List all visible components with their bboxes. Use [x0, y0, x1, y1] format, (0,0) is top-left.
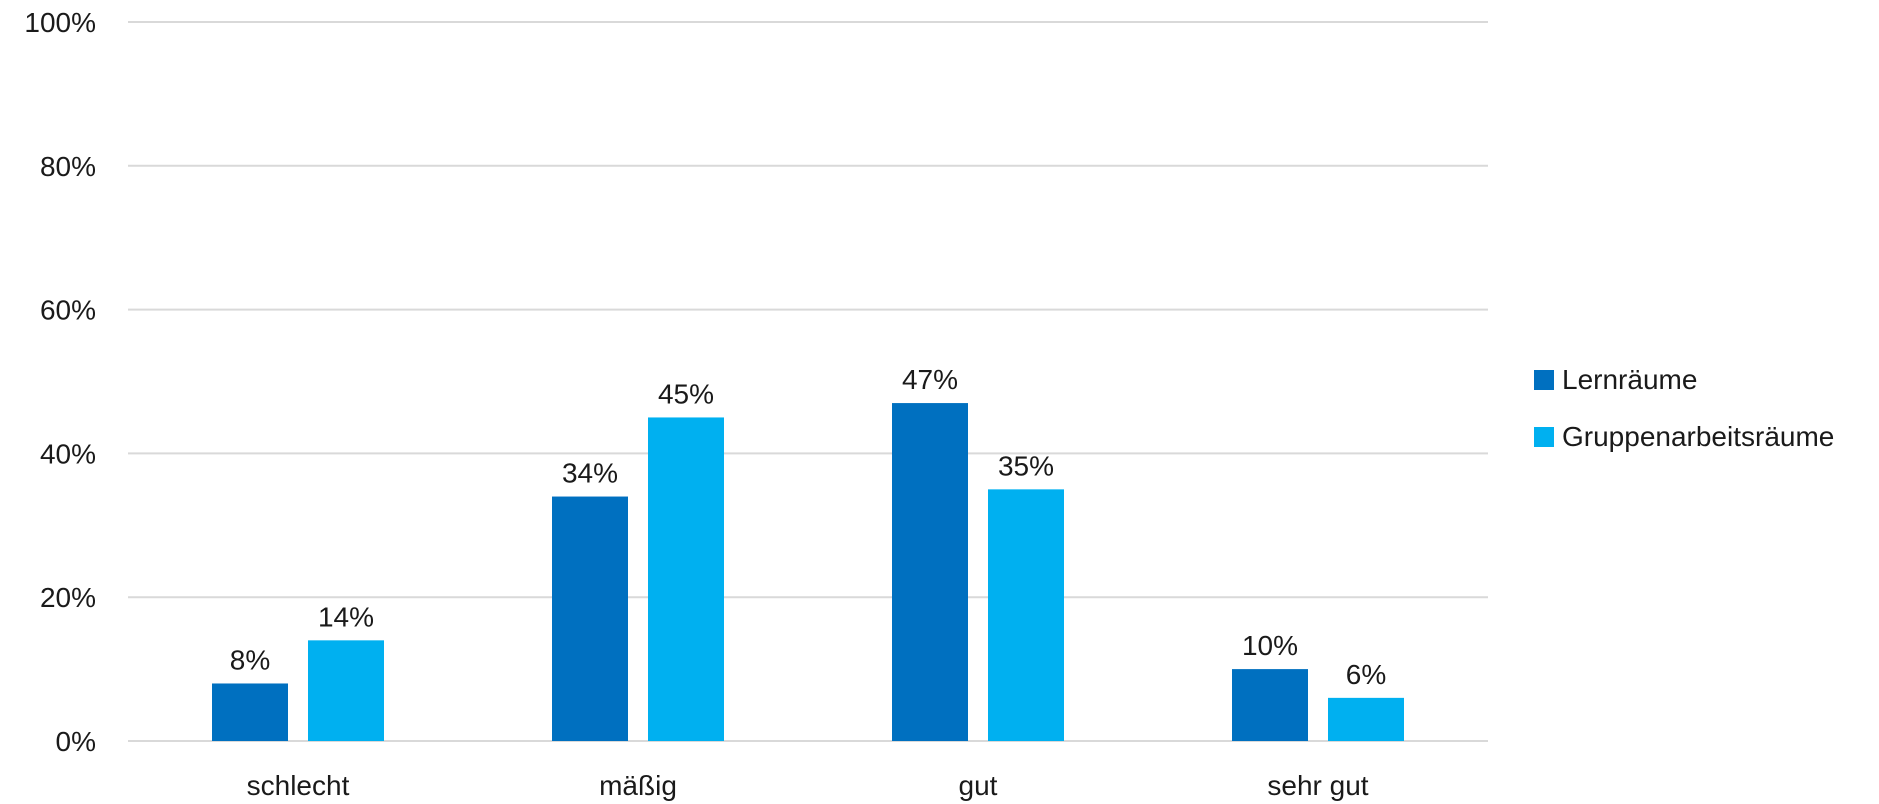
data-label: 6%: [1346, 659, 1386, 690]
data-label: 10%: [1242, 630, 1298, 661]
y-tick-label: 60%: [40, 295, 96, 326]
data-label: 34%: [562, 458, 618, 489]
data-label: 45%: [658, 378, 714, 409]
legend-item-series-2: Gruppenarbeitsräume: [1534, 417, 1834, 457]
x-category-label: gut: [959, 770, 998, 801]
bar-series-1-mäßig: [552, 496, 628, 741]
data-label: 47%: [902, 364, 958, 395]
bar-series-2-mäßig: [648, 417, 724, 741]
bar-series-1-gut: [892, 403, 968, 741]
bar-series-2-schlecht: [308, 640, 384, 741]
bar-series-2-gut: [988, 489, 1064, 741]
bar-series-1-sehr-gut: [1232, 669, 1308, 741]
x-category-label: schlecht: [247, 770, 350, 801]
legend-item-series-1: Lernräume: [1534, 360, 1834, 400]
x-category-label: sehr gut: [1267, 770, 1368, 801]
y-tick-label: 20%: [40, 582, 96, 613]
x-category-label: mäßig: [599, 770, 677, 801]
legend-label-series-2: Gruppenarbeitsräume: [1562, 421, 1835, 452]
legend-swatch-series-2: [1534, 427, 1554, 447]
x-axis-category-labels: schlecht mäßig gut sehr gut: [247, 770, 1369, 801]
bars: [212, 403, 1404, 741]
y-tick-label: 0%: [56, 726, 96, 757]
legend: Lernräume Gruppenarbeitsräume: [1534, 360, 1834, 474]
y-tick-label: 40%: [40, 438, 96, 469]
bar-series-1-schlecht: [212, 683, 288, 741]
legend-swatch-series-1: [1534, 370, 1554, 390]
data-labels: 8% 14% 34% 45% 47% 35% 10% 6%: [230, 364, 1386, 690]
legend-label-series-1: Lernräume: [1562, 364, 1698, 395]
data-label: 14%: [318, 601, 374, 632]
y-tick-label: 80%: [40, 151, 96, 182]
bar-series-2-sehr-gut: [1328, 697, 1404, 741]
data-label: 35%: [998, 450, 1054, 481]
y-axis-tick-labels: 0% 20% 40% 60% 80% 100%: [24, 7, 96, 757]
y-tick-label: 100%: [24, 7, 96, 38]
data-label: 8%: [230, 644, 270, 675]
